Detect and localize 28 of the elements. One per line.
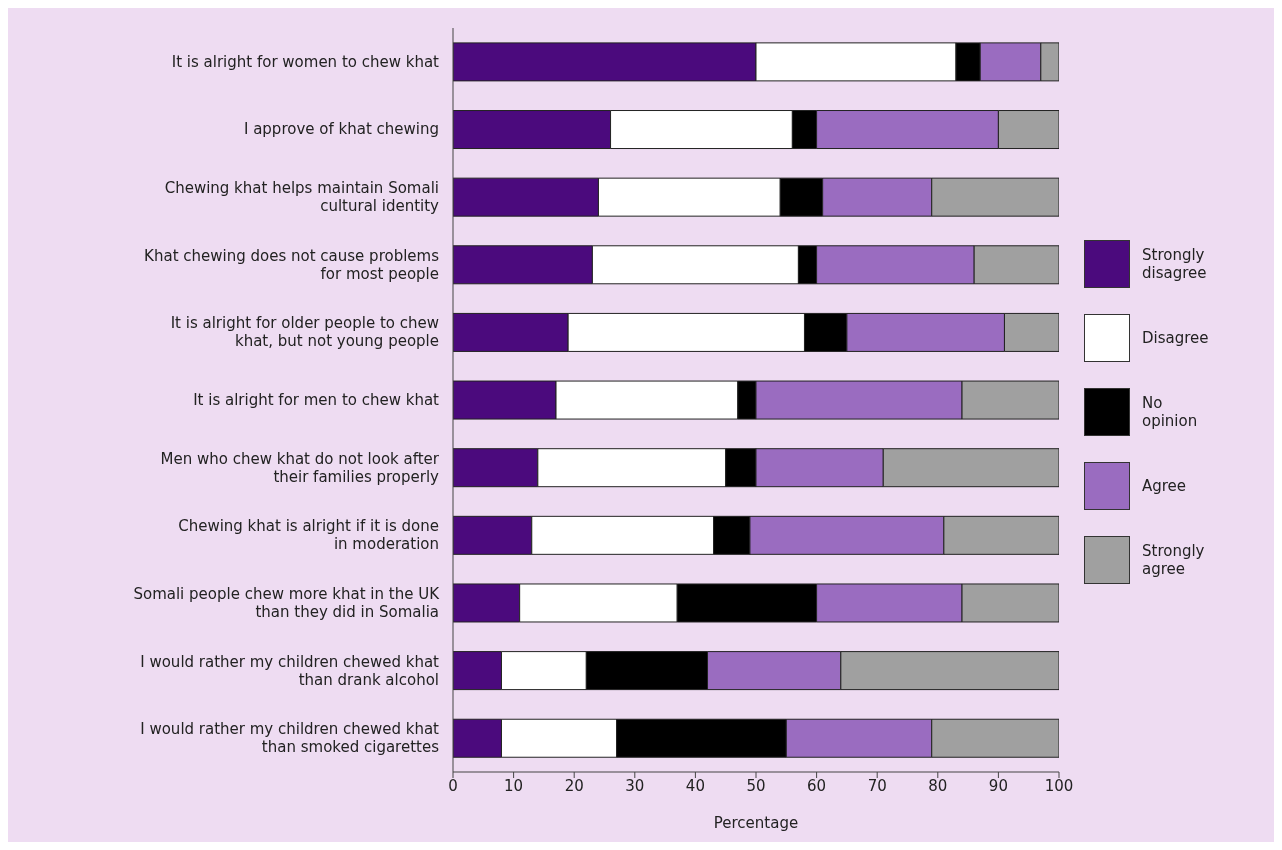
x-tick-label: 90 (988, 776, 1008, 795)
y-tick-label: Chewing khat helps maintain Somali cultural identity (164, 179, 440, 216)
y-tick-label: It is alright for men to chew khat (193, 391, 440, 409)
x-tick-label: 50 (746, 776, 766, 795)
x-tick-label: 70 (867, 776, 887, 795)
x-tick-label: 80 (928, 776, 948, 795)
x-axis-title: Percentage (713, 814, 799, 832)
y-tick-label: Men who chew khat do not look after their families properly (160, 449, 440, 486)
text: Disagree (1142, 329, 1209, 347)
x-tick-label: 60 (807, 776, 827, 795)
y-tick-label: I would rather my children chewed khat than smoked cigarettes (140, 720, 440, 757)
text: Strongly disagree (1142, 246, 1207, 282)
y-tick-label: It is alright for older people to chew khat, but not young people (170, 314, 439, 351)
x-tick-label: 20 (564, 776, 584, 795)
text: No opinion (1142, 394, 1198, 430)
x-tick-label: 10 (504, 776, 524, 795)
x-tick-label: 100 (1044, 776, 1074, 795)
x-tick-label: 30 (625, 776, 645, 795)
y-tick-label: I would rather my children chewed khat than drank alcohol (140, 652, 440, 689)
y-tick-label: Chewing khat is alright if it is done in moderation (178, 517, 439, 554)
y-tick-label: I approve of khat chewing (243, 120, 439, 139)
y-tick-label: Somali people chew more khat in the UK than they did in Somalia (133, 584, 441, 621)
x-tick-label: 0 (448, 776, 458, 795)
text: Strongly agree (1142, 542, 1205, 578)
y-tick-label: It is alright for women to chew khat (171, 52, 440, 71)
x-tick-label: 40 (685, 776, 705, 795)
y-tick-label: Khat chewing does not cause problems for most people (144, 246, 440, 283)
text: Agree (1142, 477, 1187, 495)
